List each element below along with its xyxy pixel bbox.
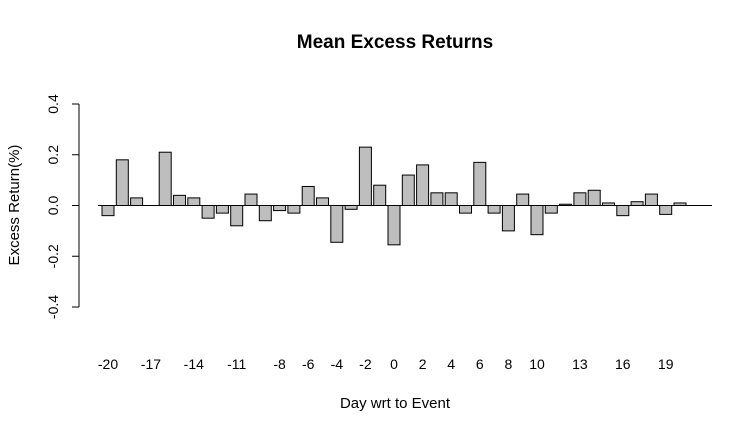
bar: [516, 193, 530, 207]
x-tick-label: -17: [141, 356, 161, 372]
bar: [559, 203, 573, 206]
bar: [244, 193, 258, 207]
bars: [98, 146, 712, 246]
x-tick-label: -2: [359, 356, 372, 372]
bar: [187, 197, 201, 206]
bar: [659, 205, 673, 215]
bar: [501, 205, 515, 232]
bar: [344, 205, 358, 210]
bar: [602, 202, 615, 206]
bar: [287, 205, 301, 214]
bar: [316, 197, 329, 206]
x-tick-label: 0: [390, 356, 398, 372]
chart-title: Mean Excess Returns: [297, 32, 493, 53]
bar: [444, 192, 458, 206]
bar: [416, 164, 430, 206]
x-tick-label: 8: [505, 356, 513, 372]
x-tick-labels: -20 -17 -14 -11 -8 -6 -4 -2 0 2 4 6 8 10 13 16 19: [98, 356, 674, 372]
bar: [101, 205, 115, 217]
y-tick-label: -0.4: [45, 295, 61, 319]
x-tick-label: -14: [184, 356, 204, 372]
x-tick-label: -20: [98, 356, 118, 372]
bar: [473, 161, 487, 207]
bar: [673, 202, 687, 206]
x-axis-label: Day wrt to Event: [340, 395, 451, 412]
x-tick-label: 6: [476, 356, 484, 372]
x-tick-label: -11: [227, 356, 246, 372]
bar: [258, 205, 272, 222]
y-tick-label: 0.0: [45, 196, 61, 216]
bar: [430, 192, 444, 206]
x-tick-label: 13: [572, 356, 588, 372]
bar: [616, 205, 630, 217]
bar: [573, 192, 587, 206]
x-tick-label: 19: [658, 356, 674, 372]
bar: [401, 174, 415, 207]
y-tick-label: 0.4: [45, 94, 61, 114]
bar: [230, 205, 244, 227]
bar: [273, 205, 287, 212]
bar: [215, 205, 229, 214]
x-tick-label: 10: [529, 356, 545, 372]
x-tick-label: -6: [302, 356, 315, 372]
bar: [158, 151, 172, 206]
bar: [630, 201, 644, 207]
bar: [544, 205, 558, 214]
bar: [644, 193, 658, 207]
x-tick-label: 2: [419, 356, 427, 372]
bar: [530, 205, 544, 236]
bar: [373, 184, 387, 206]
x-tick-label: -8: [273, 356, 286, 372]
bar: [173, 194, 186, 207]
bar: [130, 197, 144, 206]
y-axis-label: Excess Return(%): [6, 145, 23, 266]
bar: [459, 205, 472, 214]
y-axis: -0.4 -0.2 0.0 0.2 0.4: [45, 94, 80, 319]
bar: [587, 189, 601, 206]
y-tick-label: -0.2: [45, 244, 61, 268]
x-tick-label: 4: [447, 356, 455, 372]
bar: [201, 205, 215, 219]
bar: [487, 205, 501, 214]
bar: [115, 159, 129, 206]
x-tick-label: -4: [331, 356, 344, 372]
bar: [358, 146, 372, 206]
bar: [330, 205, 344, 243]
y-tick-label: 0.2: [45, 145, 61, 165]
x-tick-label: 16: [615, 356, 631, 372]
bar: [301, 185, 315, 206]
bar: [387, 205, 401, 246]
